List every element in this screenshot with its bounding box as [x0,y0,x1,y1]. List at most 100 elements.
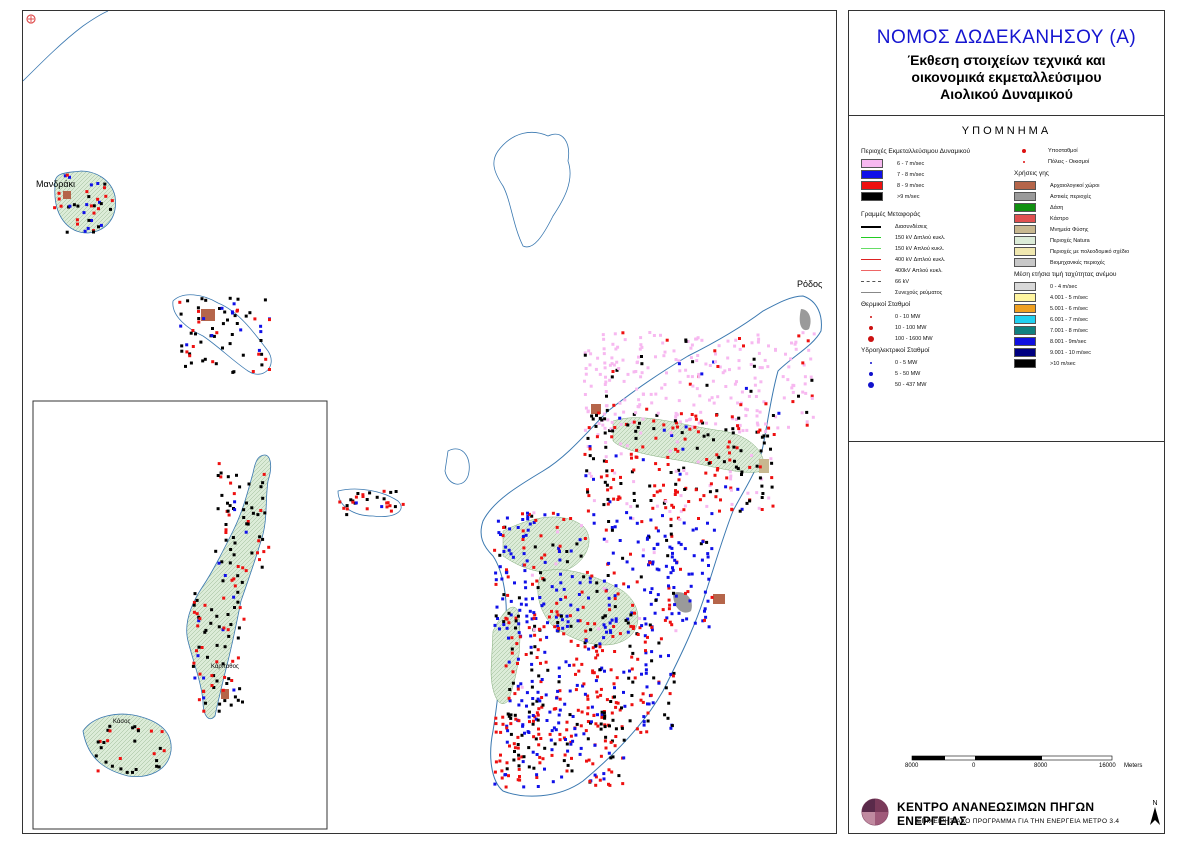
wind-cell [92,230,95,234]
wind-cell [767,426,771,430]
wind-cell [580,662,584,666]
wind-cell [555,525,559,529]
legend-item-landuse-label: Αστικές περιοχές [1050,193,1092,200]
wind-cell [657,468,661,471]
legend-right-column: Υποσταθμοί Πόλεις - Οικισμοί Χρήσεις γης … [1014,145,1164,369]
wind-cell [706,521,709,525]
wind-cell [194,332,197,336]
wind-cell [545,635,549,639]
wind-cell [687,572,691,576]
wind-cell [650,628,654,632]
wind-cell [522,552,526,556]
wind-cell [748,499,752,503]
wind-cell [493,782,497,786]
wind-cell [634,370,638,373]
wind-cell [534,518,538,522]
wind-cell [570,769,574,773]
wind-cell [529,651,533,655]
wind-cell [654,392,658,396]
wind-cell [233,695,237,699]
wind-cell [514,717,518,721]
legend-item-transmission-label: 66 kV [895,278,910,285]
wind-cell [698,394,702,398]
wind-cell [807,348,811,352]
wind-cell [742,344,745,348]
legend-item-point: Πόλεις - Οικισμοί [1014,156,1164,167]
wind-cell [636,425,640,429]
wind-cell [191,345,195,348]
wind-cell [639,336,643,340]
wind-cell [530,514,534,518]
wind-cell [738,337,741,340]
wind-cell [632,370,636,374]
legend-item-thermal-label: 0 - 10 MW [895,313,921,320]
wind-cell [665,338,669,342]
wind-cell [388,504,392,508]
wind-cell [677,359,681,363]
wind-cell [586,490,590,494]
wind-cell [603,716,607,720]
wind-cell [621,556,625,560]
wind-cell [695,446,699,450]
wind-cell [599,722,603,726]
wind-cell [157,765,161,769]
legend-item-hydro-label: 0 - 5 MW [895,359,918,366]
wind-cell [649,499,653,502]
map-canvas[interactable]: Μανδράκι Ρόδος Κάρπαθος Κάσος [22,10,837,834]
wind-cell [578,581,582,585]
wind-cell [536,586,540,590]
wind-cell [256,513,260,517]
wind-cell [599,727,603,731]
legend-item-wind-area: 8 - 9 m/sec [861,180,1011,191]
wind-cell [543,553,547,557]
wind-cell [655,413,659,417]
wind-cell [96,182,100,185]
wind-cell [221,628,225,632]
wind-cell [666,716,670,720]
wind-cell [590,720,593,724]
wind-cell [521,760,525,764]
wind-cell [236,636,240,640]
wind-cell [517,631,521,635]
wind-cell [196,306,200,310]
wind-cell [562,587,566,591]
wind-cell [585,570,589,574]
wind-cell [697,372,701,376]
wind-cell [236,600,240,604]
wind-cell [586,712,590,716]
legend-item-thermal: 10 - 100 MW [861,322,1011,333]
wind-cell [570,575,574,579]
wind-cell [636,633,640,636]
wind-cell [622,379,626,383]
wind-cell [679,509,683,513]
legend-item-landuse: Δάση [1014,202,1164,213]
wind-cell [565,769,569,773]
wind-cell [259,324,263,328]
legend-item-wind-area-symbol [861,181,883,190]
wind-cell [705,383,709,387]
wind-cell [803,375,807,379]
wind-cell [565,550,569,553]
wind-cell [622,670,626,674]
wind-cell [678,420,682,424]
wind-potential-cells [53,173,816,789]
wind-cell [584,406,588,410]
wind-cell [89,183,93,187]
legend-item-landuse-label: Περιοχές Natura [1050,237,1090,244]
wind-cell [677,362,681,366]
legend-box: ΥΠΟΜΝΗΜΑ Περιοχές Εκμεταλλεύσιμου Δυναμι… [849,117,1164,442]
wind-cell [641,445,645,449]
wind-cell [198,672,202,676]
wind-cell [582,682,586,686]
wind-cell [655,542,659,546]
wind-cell [600,713,604,717]
wind-cell [730,415,734,419]
castle-marker [26,14,36,24]
wind-cell [602,579,606,583]
wind-cell [532,616,536,620]
wind-cell [237,626,241,630]
wind-cell [805,423,809,427]
wind-cell [630,456,633,460]
wind-cell [530,573,534,577]
wind-cell [710,595,714,599]
